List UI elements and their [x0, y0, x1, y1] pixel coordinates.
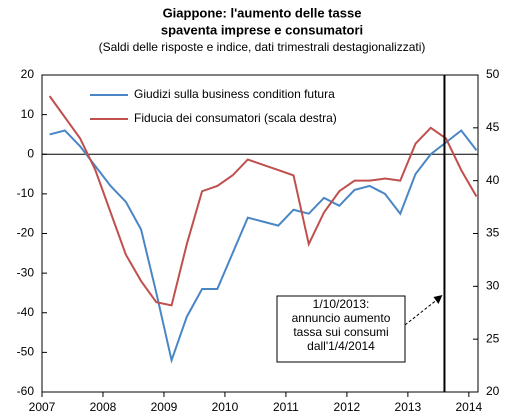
y2-tick-label: 35 [486, 226, 500, 240]
y-tick-label: -10 [17, 186, 35, 200]
y-tick-label: 0 [27, 146, 34, 160]
x-tick-label: 2009 [151, 400, 178, 414]
chart-title: Giappone: l'aumento delle tasse [163, 5, 362, 20]
y-tick-label: -30 [17, 265, 35, 279]
y2-tick-label: 20 [486, 384, 500, 398]
annotation-box [276, 295, 406, 363]
chart-subtitle: (Saldi delle risposte e indice, dati tri… [99, 40, 426, 54]
series-line [49, 129, 478, 364]
x-tick-label: 2007 [29, 400, 56, 414]
series-line [48, 95, 478, 307]
y2-tick-label: 45 [486, 120, 500, 134]
x-tick-label: 2014 [456, 400, 483, 414]
x-tick-label: 2010 [212, 400, 239, 414]
legend-label: Fiducia dei consumatori (scala destra) [134, 111, 337, 125]
y2-tick-label: 50 [486, 67, 500, 81]
annotation-text: dall'1/4/2014 [307, 339, 375, 353]
y2-tick-label: 25 [486, 331, 500, 345]
annotation-text: 1/10/2013: [313, 297, 370, 311]
y-tick-label: -20 [17, 226, 35, 240]
y2-tick-label: 40 [486, 173, 500, 187]
annotation-text: annuncio aumento [292, 311, 391, 325]
annotation-text: tassa sui consumi [293, 325, 388, 339]
x-tick-label: 2011 [273, 400, 299, 414]
chart-title: spaventa imprese e consumatori [161, 22, 363, 37]
y-tick-label: 10 [21, 107, 35, 121]
y-tick-label: 20 [21, 67, 35, 81]
arrow-head [433, 295, 443, 304]
x-tick-label: 2013 [395, 400, 422, 414]
x-tick-label: 2012 [334, 400, 361, 414]
y-tick-label: -60 [17, 384, 35, 398]
annotation-arrow [404, 296, 441, 326]
y2-tick-label: 30 [486, 279, 500, 293]
x-tick-label: 2008 [90, 400, 117, 414]
y-tick-label: -40 [17, 305, 35, 319]
y-tick-label: -50 [17, 345, 35, 359]
legend-label: Giudizi sulla business condition futura [134, 87, 335, 101]
